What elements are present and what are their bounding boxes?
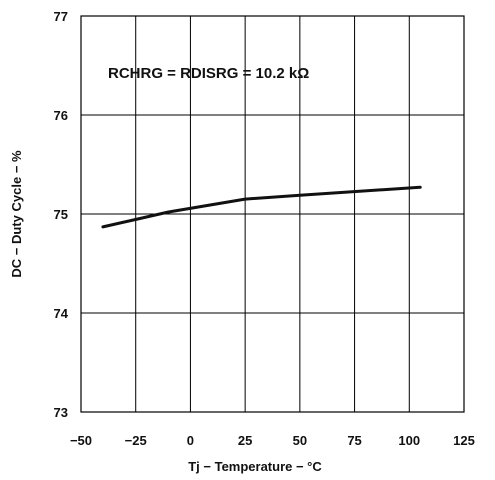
plot-frame [80, 15, 465, 413]
x-tick-label: 75 [347, 433, 361, 448]
resistance-annotation: RCHRG = RDISRG = 10.2 kΩ [108, 65, 309, 82]
y-tick-label: 76 [54, 108, 68, 123]
x-axis-title: Tj − Temperature − °C [188, 459, 322, 474]
x-tick-label: 125 [453, 433, 475, 448]
y-tick-label: 75 [54, 207, 68, 222]
x-tick-label: 25 [238, 433, 252, 448]
x-tick-label: −50 [70, 433, 92, 448]
y-tick-label: 77 [54, 9, 68, 24]
x-tick-label: 50 [293, 433, 307, 448]
y-tick-label: 74 [54, 306, 69, 321]
x-tick-label: −25 [125, 433, 147, 448]
y-axis-title: DC − Duty Cycle − % [9, 150, 24, 278]
y-tick-label: 73 [54, 405, 68, 420]
x-tick-label: 100 [398, 433, 420, 448]
duty-cycle-line [101, 185, 422, 229]
y-tick-labels: 73 74 75 76 77 [54, 9, 69, 420]
x-tick-label: 0 [187, 433, 194, 448]
x-tick-labels: −50 −25 0 25 50 75 100 125 [70, 433, 475, 448]
